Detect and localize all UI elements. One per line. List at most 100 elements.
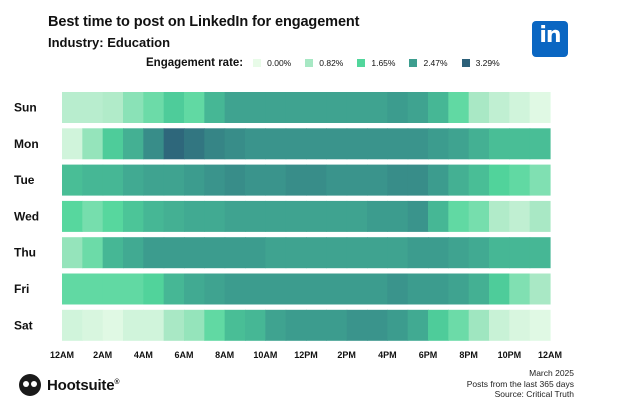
heat-cell	[143, 128, 165, 160]
legend-item-text: 1.65%	[371, 58, 396, 68]
heat-cell	[387, 237, 409, 269]
heat-cell	[509, 128, 531, 160]
heat-cell	[123, 200, 144, 232]
row-label-sat: Sat	[14, 318, 33, 332]
heat-cell	[204, 273, 226, 305]
heat-cell	[326, 309, 348, 341]
heat-cell	[489, 200, 510, 232]
heat-cell	[265, 200, 287, 232]
heat-cell	[326, 92, 348, 123]
heat-cell	[428, 309, 449, 341]
heat-cell	[407, 309, 429, 341]
legend: Engagement rate: 0.00% 0.82% 1.65% 2.47%…	[146, 56, 514, 70]
heat-cell	[346, 128, 368, 160]
heat-cell	[529, 273, 551, 305]
footnote-source: Source: Critical Truth	[494, 389, 574, 399]
heat-cell	[346, 164, 368, 196]
x-tick-label: 6PM	[419, 350, 438, 360]
heat-cell	[468, 164, 490, 196]
x-tick-label: 8PM	[459, 350, 478, 360]
heat-cell	[265, 273, 287, 305]
heat-cell	[285, 128, 307, 160]
heat-cell	[448, 237, 470, 269]
heat-cell	[326, 200, 348, 232]
heat-cell	[448, 273, 470, 305]
heat-cell	[428, 200, 449, 232]
hootsuite-brand: Hootsuite®	[19, 374, 120, 396]
heat-cell	[184, 273, 205, 305]
heat-cell	[407, 237, 429, 269]
heat-cell	[346, 273, 368, 305]
heat-cell	[82, 128, 104, 160]
chart-title: Best time to post on LinkedIn for engage…	[48, 14, 360, 30]
heat-cell	[367, 128, 388, 160]
heat-cell	[285, 237, 307, 269]
legend-item-text: 0.82%	[319, 58, 344, 68]
heat-cell	[102, 128, 124, 160]
heat-cell	[62, 237, 83, 269]
heat-cell	[306, 237, 327, 269]
heat-cell	[367, 273, 388, 305]
heat-cell	[489, 273, 510, 305]
heat-cell	[265, 164, 287, 196]
heat-cell	[204, 128, 226, 160]
heat-cell	[265, 309, 287, 341]
heat-cell	[407, 92, 429, 123]
heat-cell	[428, 237, 449, 269]
heat-cell	[529, 128, 551, 160]
heat-cell	[224, 164, 246, 196]
heat-cell	[489, 128, 510, 160]
heat-cell	[285, 200, 307, 232]
legend-item: 1.65%	[357, 58, 395, 68]
heat-cell	[448, 309, 470, 341]
heat-cell	[529, 237, 551, 269]
legend-item-text: 2.47%	[423, 58, 448, 68]
heat-cell	[265, 237, 287, 269]
heat-cell	[143, 200, 165, 232]
heat-cell	[448, 200, 470, 232]
heat-cell	[326, 237, 348, 269]
heat-cell	[224, 237, 246, 269]
heat-cell	[387, 273, 409, 305]
legend-item: 0.00%	[253, 58, 291, 68]
heat-cell	[306, 200, 327, 232]
heat-cell	[123, 237, 144, 269]
heat-cell	[245, 164, 266, 196]
heat-cell	[245, 200, 266, 232]
heat-cell	[123, 273, 144, 305]
legend-item-text: 0.00%	[267, 58, 292, 68]
heat-cell	[489, 92, 510, 123]
heat-cell	[387, 128, 409, 160]
heat-cell	[509, 92, 531, 123]
heat-cell	[407, 128, 429, 160]
heat-cell	[428, 128, 449, 160]
heat-cell	[509, 200, 531, 232]
heat-cell	[143, 309, 165, 341]
heat-cell	[306, 164, 327, 196]
x-tick-label: 10AM	[253, 350, 277, 360]
heat-cell	[184, 164, 205, 196]
heat-cell	[102, 273, 124, 305]
heat-cell	[448, 164, 470, 196]
footnote-date: March 2025	[529, 368, 574, 378]
heat-cell	[62, 200, 83, 232]
heat-cell	[509, 309, 531, 341]
legend-swatch	[409, 59, 418, 67]
heat-cell	[224, 273, 246, 305]
heat-cell	[367, 164, 388, 196]
legend-item: 3.29%	[461, 58, 500, 68]
heat-cell	[102, 92, 124, 123]
heat-cell	[82, 200, 104, 232]
row-label-thu: Thu	[14, 246, 36, 260]
x-tick-label: 12PM	[294, 350, 318, 360]
heat-cell	[163, 237, 185, 269]
row-label-fri: Fri	[14, 282, 29, 296]
heat-cell	[468, 92, 490, 123]
heat-cell	[509, 273, 531, 305]
heat-cell	[468, 128, 490, 160]
heat-cell	[62, 128, 83, 160]
heat-cell	[245, 237, 266, 269]
heat-cell	[489, 237, 510, 269]
heat-cell	[123, 92, 144, 123]
heat-cell	[224, 92, 246, 123]
